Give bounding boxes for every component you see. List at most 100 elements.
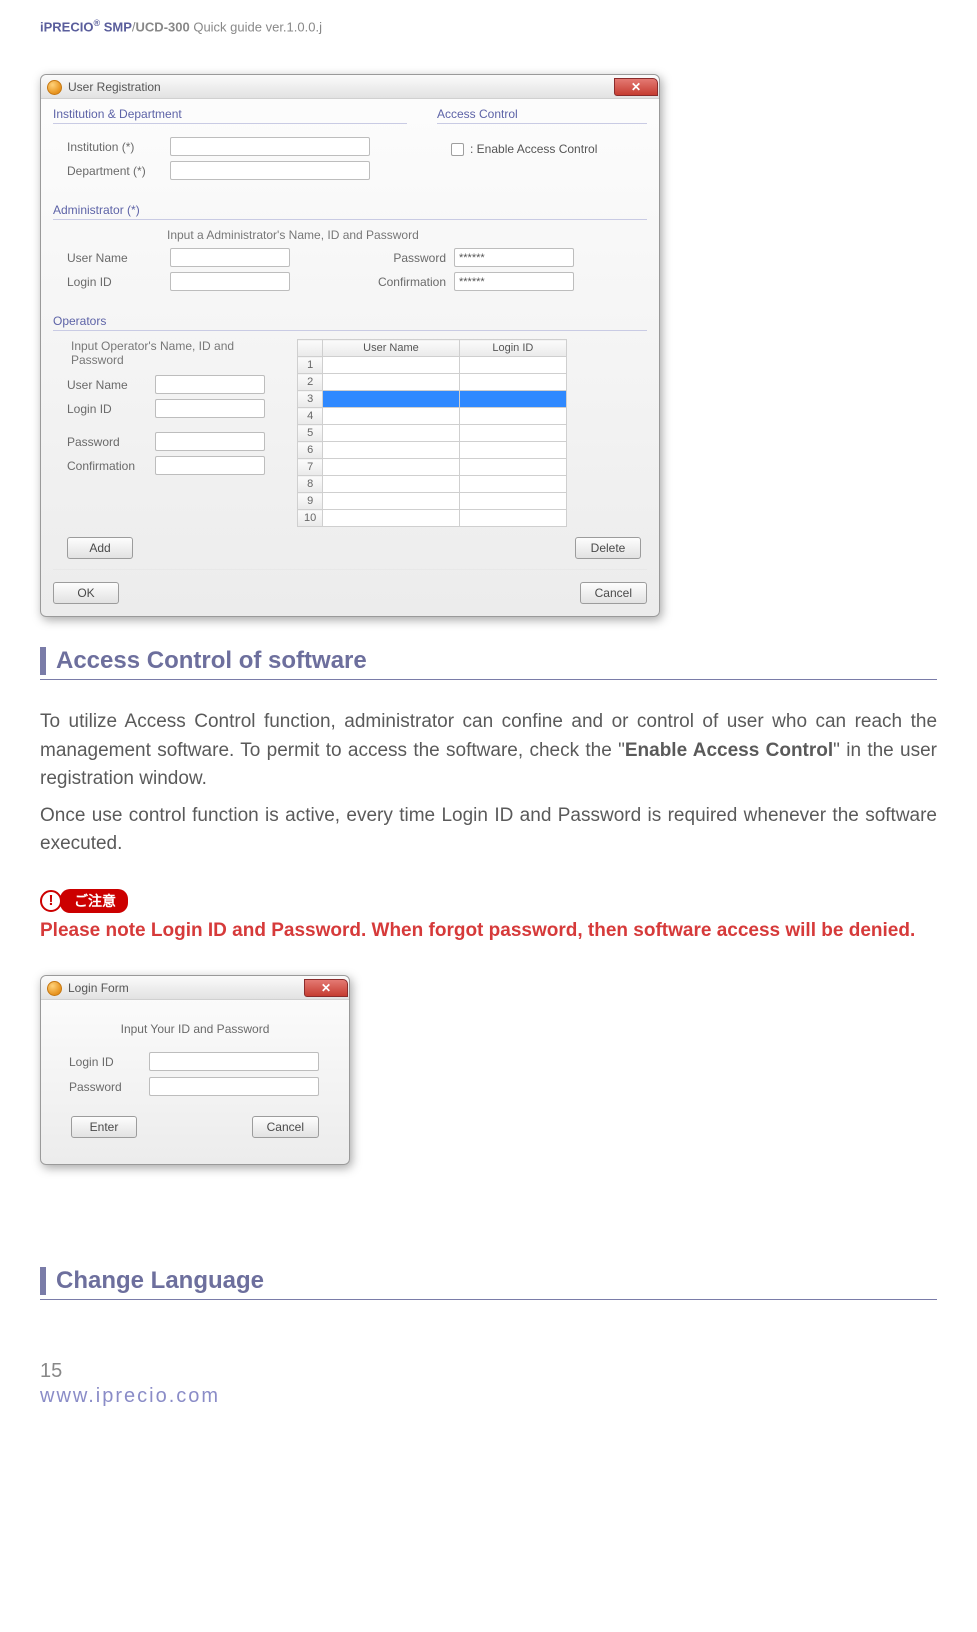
login-close-button[interactable]: ✕ [304, 979, 348, 997]
op-loginid-input[interactable] [155, 399, 265, 418]
op-confirm-label: Confirmation [67, 459, 147, 473]
op-username-label: User Name [67, 378, 147, 392]
institution-section-label: Institution & Department [53, 107, 407, 121]
table-row[interactable]: 4 [298, 408, 567, 425]
warning-text: Please note Login ID and Password. When … [40, 917, 937, 946]
login-id-input[interactable] [149, 1052, 319, 1071]
admin-username-label: User Name [67, 251, 162, 265]
op-confirm-input[interactable] [155, 456, 265, 475]
operators-section-label: Operators [53, 314, 647, 328]
close-icon: ✕ [321, 981, 331, 995]
app-icon [47, 80, 62, 95]
footer-url: www.iprecio.com [40, 1385, 220, 1407]
col-loginid: Login ID [459, 340, 566, 357]
cell-loginid [459, 459, 566, 476]
model-smp: SMP [100, 19, 132, 34]
login-titlebar: Login Form ✕ [41, 976, 349, 1000]
table-corner [298, 340, 323, 357]
enter-button[interactable]: Enter [71, 1116, 137, 1138]
admin-confirm-input[interactable] [454, 272, 574, 291]
row-number: 9 [298, 493, 323, 510]
section-change-language-title: Change Language [40, 1267, 937, 1295]
caution-badge: ! ご注意 [40, 889, 128, 913]
row-number: 6 [298, 442, 323, 459]
caution-label: ご注意 [60, 889, 128, 913]
row-number: 5 [298, 425, 323, 442]
admin-username-input[interactable] [170, 248, 290, 267]
paragraph-2: Once use control function is active, eve… [40, 802, 937, 859]
admin-password-label: Password [366, 251, 446, 265]
para1-a: To utilize Access Control function, admi… [40, 711, 502, 732]
op-username-input[interactable] [155, 375, 265, 394]
admin-password-input[interactable] [454, 248, 574, 267]
table-row[interactable]: 6 [298, 442, 567, 459]
table-row[interactable]: 1 [298, 357, 567, 374]
add-button[interactable]: Add [67, 537, 133, 559]
login-id-label: Login ID [69, 1055, 139, 1069]
op-loginid-label: Login ID [67, 402, 147, 416]
admin-loginid-label: Login ID [67, 275, 162, 289]
login-title: Login Form [68, 981, 129, 995]
cell-loginid [459, 442, 566, 459]
table-row[interactable]: 8 [298, 476, 567, 493]
cell-username [323, 374, 459, 391]
cell-loginid [459, 425, 566, 442]
cancel-button[interactable]: Cancel [580, 582, 647, 604]
ok-button[interactable]: OK [53, 582, 119, 604]
login-password-input[interactable] [149, 1077, 319, 1096]
login-cancel-button[interactable]: Cancel [252, 1116, 319, 1138]
institution-input[interactable] [170, 137, 370, 156]
model-ucd: UCD-300 [136, 19, 190, 34]
login-hint: Input Your ID and Password [53, 1022, 337, 1036]
enable-access-label: : Enable Access Control [470, 142, 597, 156]
row-number: 1 [298, 357, 323, 374]
cell-loginid [459, 510, 566, 527]
row-number: 2 [298, 374, 323, 391]
caution-icon: ! [40, 890, 62, 912]
enable-access-checkbox[interactable] [451, 143, 464, 156]
delete-button[interactable]: Delete [575, 537, 641, 559]
cell-username [323, 442, 459, 459]
row-number: 4 [298, 408, 323, 425]
close-icon: ✕ [631, 80, 641, 94]
admin-hint: Input a Administrator's Name, ID and Pas… [167, 228, 641, 242]
cell-username [323, 459, 459, 476]
cell-loginid [459, 374, 566, 391]
row-number: 8 [298, 476, 323, 493]
table-row[interactable]: 2 [298, 374, 567, 391]
operators-hint: Input Operator's Name, ID and Password [71, 339, 277, 367]
page-number: 15 [40, 1360, 937, 1383]
cell-username [323, 493, 459, 510]
section-underline-2 [40, 1299, 937, 1300]
department-label: Department (*) [67, 164, 162, 178]
admin-confirm-label: Confirmation [366, 275, 446, 289]
cell-username [323, 510, 459, 527]
user-registration-dialog: User Registration ✕ Institution & Depart… [40, 74, 660, 617]
admin-section-label: Administrator (*) [53, 203, 647, 217]
doc-version: Quick guide ver.1.0.0.j [190, 19, 322, 34]
brand-name: iPRECIO [40, 19, 93, 34]
cell-loginid [459, 408, 566, 425]
table-row[interactable]: 10 [298, 510, 567, 527]
section-access-control-title: Access Control of software [40, 647, 937, 675]
table-row[interactable]: 9 [298, 493, 567, 510]
table-row[interactable]: 3 [298, 391, 567, 408]
cell-loginid [459, 493, 566, 510]
admin-loginid-input[interactable] [170, 272, 290, 291]
cell-loginid [459, 391, 566, 408]
page-footer: 15 www.iprecio.com [40, 1360, 937, 1408]
access-section-label: Access Control [437, 107, 647, 121]
cell-username [323, 476, 459, 493]
cell-loginid [459, 357, 566, 374]
institution-label: Institution (*) [67, 140, 162, 154]
table-row[interactable]: 5 [298, 425, 567, 442]
paragraph-1: To utilize Access Control function, admi… [40, 708, 937, 794]
table-row[interactable]: 7 [298, 459, 567, 476]
app-icon [47, 981, 62, 996]
close-button[interactable]: ✕ [614, 78, 658, 96]
op-password-input[interactable] [155, 432, 265, 451]
row-number: 7 [298, 459, 323, 476]
department-input[interactable] [170, 161, 370, 180]
operators-table[interactable]: User Name Login ID 12345678910 [297, 339, 567, 527]
titlebar: User Registration ✕ [41, 75, 659, 99]
